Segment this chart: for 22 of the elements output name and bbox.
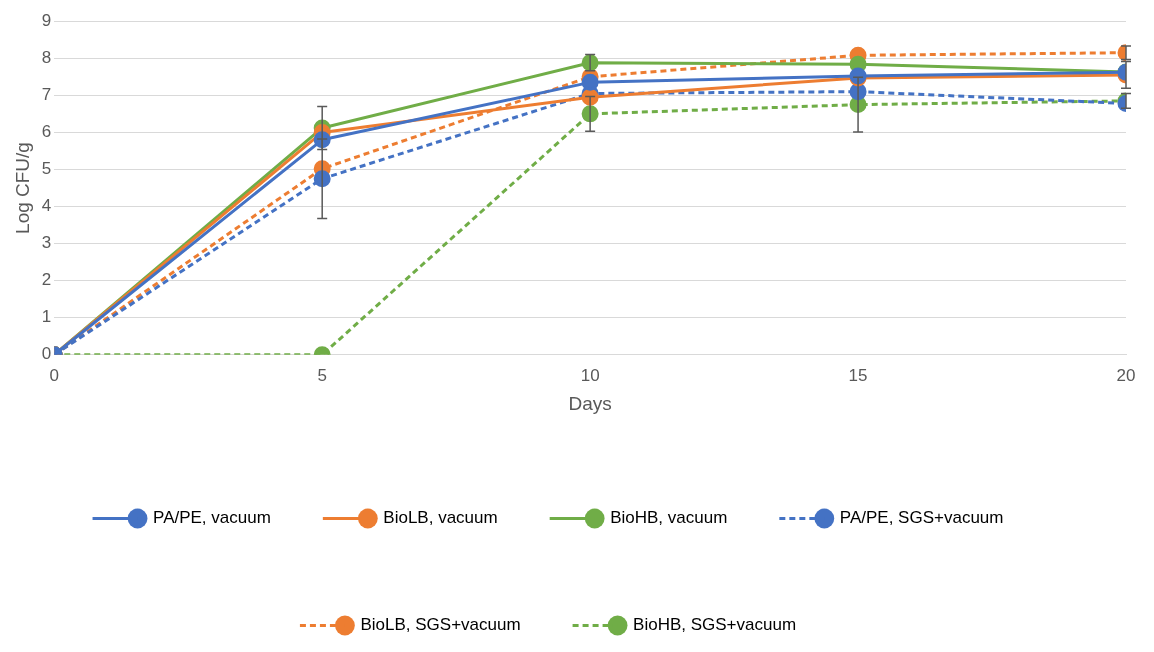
y-tick-label: 8 [41, 47, 52, 67]
y-axis-title: Log CFU/g [11, 142, 33, 234]
y-tick-label: 2 [41, 270, 52, 290]
legend-label: PA/PE, SGS+vacuum [839, 508, 1004, 528]
y-tick-label: 6 [41, 122, 52, 142]
x-tick-label: 15 [848, 365, 868, 385]
y-tick-label: 4 [41, 196, 52, 216]
y-tick-label: 5 [41, 159, 52, 179]
x-tick-label: 10 [580, 365, 600, 385]
legend-label: BioHB, vacuum [610, 508, 728, 528]
y-tick-label: 3 [41, 233, 52, 253]
legend-label: BioHB, SGS+vacuum [633, 615, 797, 635]
legend-label: PA/PE, vacuum [153, 508, 271, 528]
y-tick-label: 7 [41, 85, 52, 105]
legend-label: BioLB, SGS+vacuum [360, 615, 521, 635]
y-tick-label: 1 [41, 307, 52, 327]
legend-label: BioLB, vacuum [383, 508, 498, 528]
y-tick-label: 9 [41, 10, 52, 30]
y-tick-label: 0 [41, 344, 52, 364]
x-tick-label: 5 [317, 365, 327, 385]
x-tick-label: 20 [1116, 365, 1136, 385]
x-axis-title: Days [568, 392, 612, 414]
